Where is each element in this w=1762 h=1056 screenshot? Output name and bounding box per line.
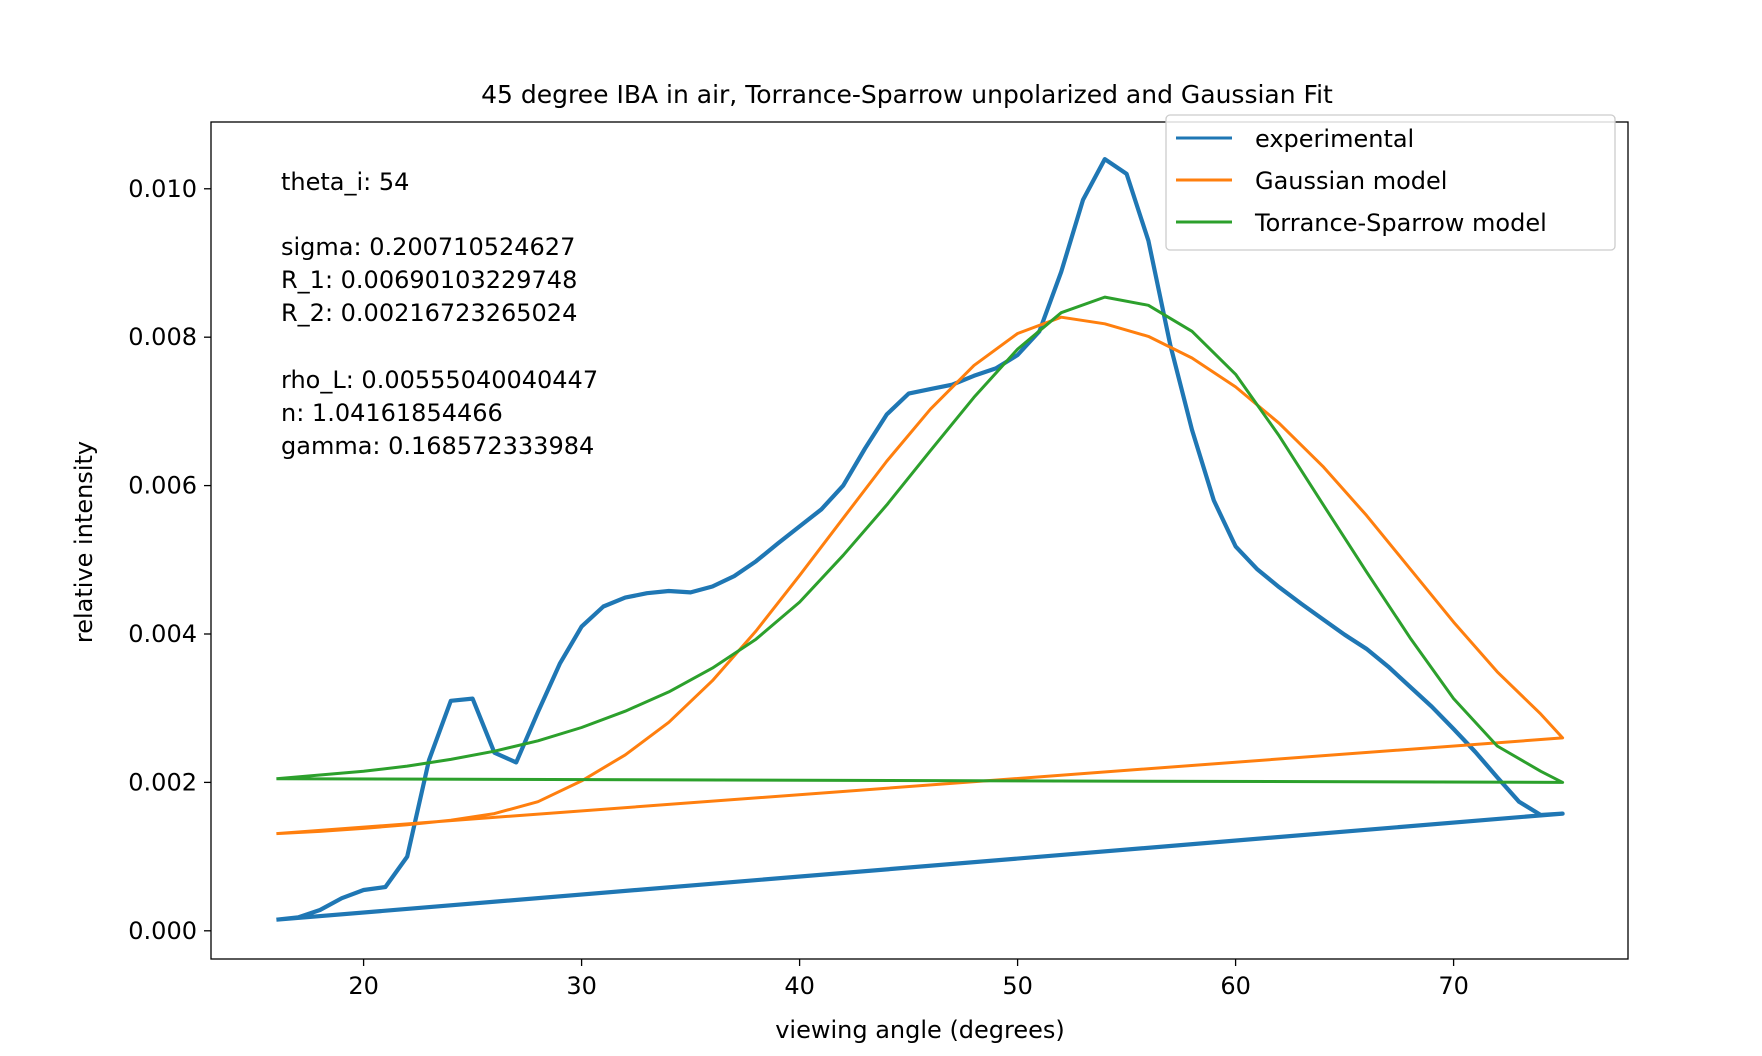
- legend: experimental Gaussian model Torrance-Spa…: [1165, 114, 1616, 251]
- x-tick-label: 30: [566, 972, 597, 1000]
- annotation-rho-l: rho_L: 0.00555040040447: [281, 366, 598, 394]
- x-axis-label: viewing angle (degrees): [775, 1016, 1065, 1044]
- x-tick-label: 60: [1220, 972, 1251, 1000]
- series-line-torrance-sparrow-model: [276, 295, 1565, 784]
- plot-frame: [210, 121, 1629, 960]
- annotation-sigma: sigma: 0.200710524627: [281, 233, 575, 261]
- x-axis-ticks: 20 30 40 50 60 70: [348, 959, 1469, 1000]
- series-layer: [276, 157, 1565, 922]
- annotation-n: n: 1.04161854466: [281, 399, 503, 427]
- y-axis-label: relative intensity: [70, 441, 98, 643]
- x-tick-label: 50: [1002, 972, 1033, 1000]
- parameter-annotations: theta_i: 54 sigma: 0.200710524627 R_1: 0…: [281, 168, 598, 460]
- y-tick-label: 0.000: [128, 917, 197, 945]
- series-line-gaussian-model: [276, 315, 1565, 836]
- chart-title: 45 degree IBA in air, Torrance-Sparrow u…: [481, 80, 1333, 109]
- y-tick-label: 0.010: [128, 175, 197, 203]
- x-tick-label: 20: [348, 972, 379, 1000]
- y-tick-label: 0.006: [128, 472, 197, 500]
- annotation-theta-i: theta_i: 54: [281, 168, 409, 196]
- y-axis-ticks: 0.000 0.002 0.004 0.006 0.008 0.010: [128, 175, 211, 945]
- annotation-r1: R_1: 0.00690103229748: [281, 266, 577, 294]
- y-tick-label: 0.008: [128, 323, 197, 351]
- annotation-gamma: gamma: 0.168572333984: [281, 432, 594, 460]
- legend-label-gaussian: Gaussian model: [1255, 167, 1447, 195]
- legend-box: [1165, 114, 1616, 251]
- x-tick-label: 70: [1438, 972, 1469, 1000]
- x-tick-label: 40: [784, 972, 815, 1000]
- annotation-r2: R_2: 0.00216723265024: [281, 299, 577, 327]
- y-tick-label: 0.002: [128, 768, 197, 796]
- legend-label-torrance-sparrow: Torrance-Sparrow model: [1254, 209, 1547, 237]
- legend-label-experimental: experimental: [1255, 125, 1414, 153]
- y-tick-label: 0.004: [128, 620, 197, 648]
